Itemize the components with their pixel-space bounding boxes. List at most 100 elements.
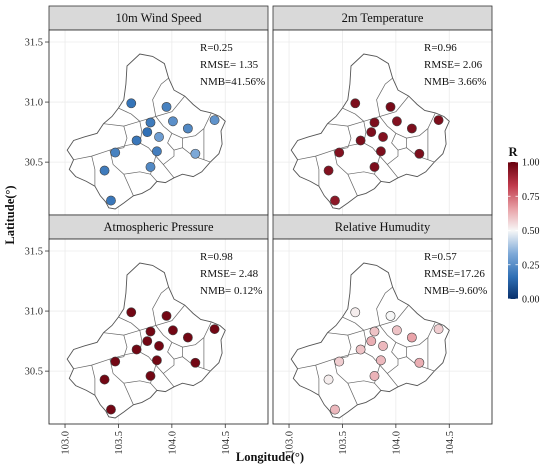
map-district-boundary — [109, 150, 134, 196]
station-point — [369, 117, 380, 128]
map-district-boundary — [163, 150, 175, 165]
station-point — [375, 355, 386, 366]
map-district-boundary — [406, 147, 435, 163]
station-point — [378, 132, 388, 142]
station-point — [151, 355, 162, 366]
map-district-boundary — [118, 107, 141, 122]
station-point — [145, 326, 156, 337]
station-point — [142, 336, 153, 347]
station-point — [366, 127, 377, 138]
station-point — [406, 332, 417, 343]
station-point — [366, 336, 377, 347]
station-point — [375, 146, 386, 157]
map-district-boundary — [342, 107, 365, 122]
panel-title: Atmospheric Pressure — [103, 220, 213, 234]
panel-stat: RMSE=17.26 — [424, 268, 485, 280]
panels-layer: 10m Wind Speed R=0.25 RMSE= 1.35 NMB=41.56%… — [48, 5, 493, 425]
station-point — [334, 356, 345, 367]
panel-title: Relative Humudity — [335, 220, 431, 234]
station-point — [355, 344, 366, 355]
station-point — [392, 116, 402, 127]
station-point — [323, 374, 334, 385]
station-point — [154, 341, 164, 351]
station-point — [385, 310, 396, 321]
panel-stat: NMB=41.56% — [200, 76, 265, 88]
panel: 10m Wind Speed R=0.25 RMSE= 1.35 NMB=41.56% — [48, 5, 269, 216]
station-point — [414, 357, 425, 368]
station-point — [131, 135, 142, 146]
colorbar-legend: R 0.00 0.25 0.50 0.75 1.00 — [508, 145, 540, 306]
map-district-boundary — [91, 365, 96, 396]
map-district-boundary — [91, 156, 96, 187]
y-tick-label: 31.5 — [25, 38, 43, 49]
panel-stat: RMSE= 1.35 — [200, 59, 259, 71]
panel: Relative Humudity R=0.57 RMSE=17.26 NMB=-9.… — [272, 214, 493, 425]
station-point — [330, 195, 340, 206]
station-point — [392, 325, 402, 336]
panel-stat: NMB= 0.12% — [200, 285, 262, 297]
x-tick-label: 103.0 — [285, 431, 296, 455]
station-point — [330, 404, 340, 415]
x-tick-label: 104.0 — [167, 431, 178, 455]
station-point — [161, 310, 172, 321]
station-point — [145, 162, 156, 172]
map-district-boundary — [123, 380, 158, 391]
panel-title: 2m Temperature — [342, 11, 424, 25]
x-axis-title: Longitude(°) — [236, 450, 304, 464]
station-point — [414, 148, 425, 159]
station-point — [369, 326, 380, 337]
station-point — [110, 356, 121, 367]
map-district-boundary — [376, 77, 393, 117]
station-point — [99, 165, 110, 176]
panel-stat: R=0.98 — [200, 251, 233, 263]
map-district-boundary — [376, 286, 393, 326]
panel-stat: R=0.25 — [200, 42, 233, 54]
station-point — [161, 101, 172, 112]
colorbar-tick-label: 0.75 — [522, 192, 540, 203]
map-district-boundary — [347, 171, 382, 182]
station-point — [209, 324, 220, 334]
station-point — [106, 404, 116, 415]
panel-frame — [272, 238, 493, 425]
map-district-boundary — [163, 359, 175, 374]
map-district-boundary — [333, 359, 358, 405]
station-point — [168, 325, 178, 336]
station-point — [126, 307, 137, 318]
station-point — [168, 116, 178, 127]
panel: 2m Temperature R=0.96 RMSE= 2.06 NMB= 3.66% — [272, 5, 493, 216]
x-tick-label: 103.0 — [61, 431, 72, 455]
station-point — [131, 344, 142, 355]
map-district-boundary — [315, 365, 320, 396]
station-point — [110, 147, 121, 158]
panel-strip — [48, 5, 269, 31]
panel-stat: RMSE= 2.48 — [200, 268, 259, 280]
map-district-boundary — [315, 156, 320, 187]
station-point — [182, 332, 193, 343]
x-tick-label: 103.5 — [338, 431, 349, 455]
map-district-boundary — [152, 286, 169, 326]
colorbar-tick-label: 0.00 — [522, 295, 540, 306]
station-point — [190, 357, 201, 368]
colorbar-tick-label: 0.50 — [522, 226, 540, 237]
map-district-boundary — [109, 359, 134, 405]
map-district-boundary — [406, 356, 435, 372]
station-point — [182, 123, 193, 134]
station-point — [385, 101, 396, 112]
station-point — [190, 148, 201, 159]
station-point — [99, 374, 110, 385]
map-district-boundary — [333, 150, 358, 196]
x-tick-label: 103.5 — [114, 431, 125, 455]
panel-stat: R=0.57 — [424, 251, 457, 263]
station-point — [369, 371, 380, 381]
panel-stat: NMB=-9.60% — [424, 285, 487, 297]
y-tick-label: 30.5 — [25, 158, 43, 169]
colorbar-gradient — [508, 162, 518, 299]
y-tick-label: 31.0 — [25, 98, 43, 109]
panel-stat: R=0.96 — [424, 42, 457, 54]
y-tick-label: 30.5 — [25, 367, 43, 378]
map-district-boundary — [182, 356, 211, 372]
colorbar-tick-label: 0.25 — [522, 260, 540, 271]
colorbar-title: R — [508, 145, 518, 159]
x-tick-label: 104.5 — [221, 431, 232, 455]
